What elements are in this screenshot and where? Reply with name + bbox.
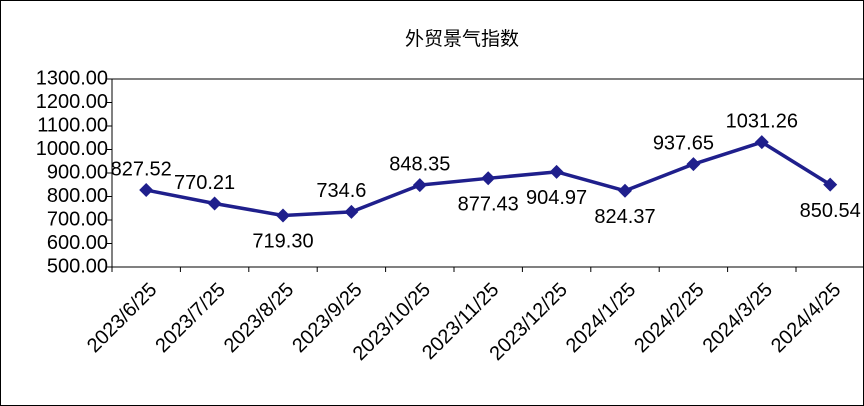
y-tick-label: 900.00 — [47, 161, 108, 183]
y-tick-label: 1100.00 — [37, 114, 108, 136]
marker — [549, 164, 564, 179]
marker — [618, 183, 632, 198]
marker — [481, 171, 496, 186]
y-tick-label: 500.00 — [47, 255, 108, 277]
value-label: 937.65 — [653, 132, 714, 154]
marker — [754, 135, 769, 150]
marker — [686, 157, 701, 172]
marker — [412, 178, 427, 193]
marker — [207, 196, 222, 211]
y-tick-label: 1300.00 — [36, 67, 108, 89]
value-label: 877.43 — [458, 194, 519, 216]
value-label: 770.21 — [174, 172, 235, 194]
value-label: 848.35 — [389, 153, 450, 175]
y-tick-label: 700.00 — [47, 208, 108, 230]
marker — [139, 183, 154, 198]
value-label: 850.54 — [800, 200, 861, 222]
marker — [276, 208, 290, 223]
value-label: 904.97 — [526, 187, 587, 209]
value-label: 1031.26 — [726, 110, 798, 132]
value-label: 827.52 — [111, 158, 172, 180]
value-label: 734.6 — [316, 180, 366, 202]
marker — [344, 204, 359, 219]
value-label: 824.37 — [594, 206, 655, 228]
chart-title: 外贸景气指数 — [405, 28, 519, 50]
y-tick-label: 1000.00 — [36, 138, 108, 160]
y-tick-label: 1200.00 — [36, 91, 108, 113]
y-tick-label: 600.00 — [47, 232, 108, 254]
value-label: 719.30 — [252, 231, 313, 253]
marker — [823, 177, 838, 192]
y-tick-label: 800.00 — [47, 185, 108, 207]
